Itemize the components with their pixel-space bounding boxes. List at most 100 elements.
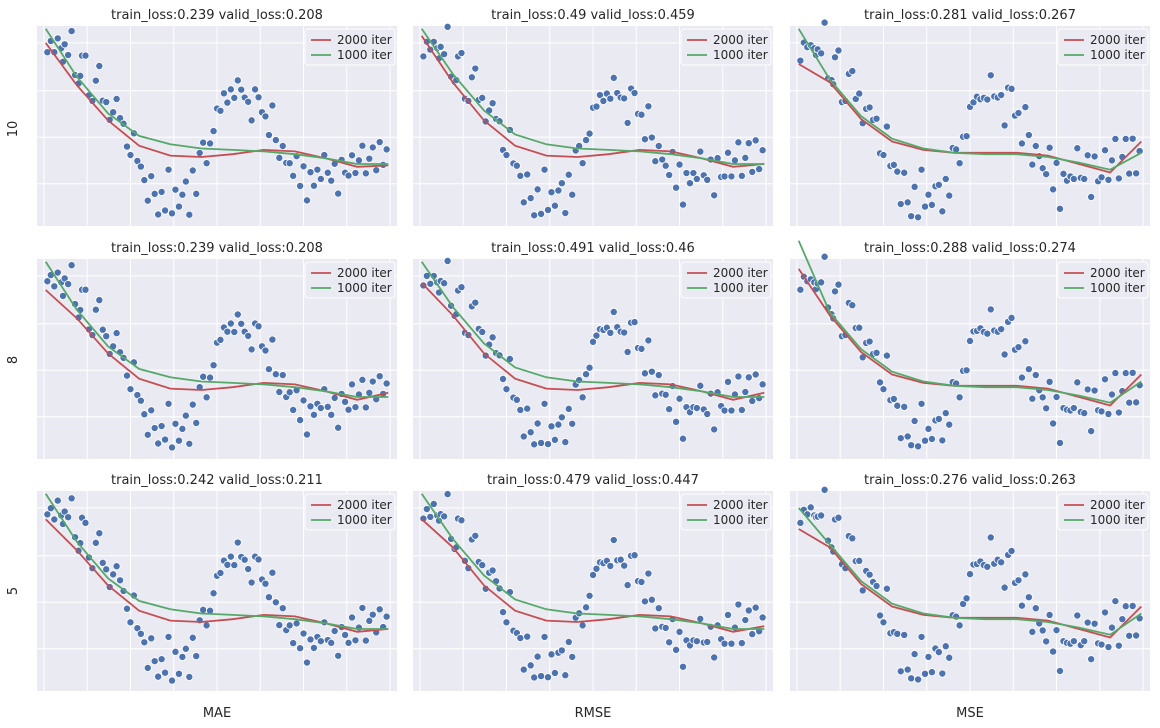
scatter-point (945, 653, 954, 662)
scatter-point (675, 160, 684, 169)
scatter-point (1049, 185, 1058, 194)
legend-box (680, 28, 772, 66)
scatter-point (457, 283, 466, 292)
series-line-1000-iter (797, 240, 1142, 404)
scatter-point (202, 159, 211, 168)
scatter-point (316, 174, 325, 183)
scatter-point (544, 205, 553, 214)
scatter-point (1090, 386, 1099, 395)
legend-box (1057, 261, 1149, 299)
scatter-point (938, 207, 947, 216)
panel-2: train_loss:0.49 valid_loss:0.459 2000 ite… (413, 8, 773, 226)
scatter-point (230, 327, 239, 336)
scatter-point (734, 372, 743, 381)
scatter-point (959, 599, 968, 608)
scatter-point (209, 589, 218, 598)
scatter-point (654, 141, 663, 150)
scatter-point (382, 145, 391, 154)
scatter-point (1101, 608, 1110, 617)
scatter-point (354, 156, 363, 165)
scatter-point (689, 169, 698, 178)
scatter-point (216, 568, 225, 577)
scatter-point (927, 434, 936, 443)
scatter-point (202, 621, 211, 630)
scatter-point (302, 196, 311, 205)
legend-label: 1000 iter (337, 281, 392, 295)
panel-title: train_loss:0.281 valid_loss:0.267 (864, 8, 1076, 23)
panel-8: train_loss:0.479 valid_loss:0.447 2000 it… (413, 473, 773, 691)
scatter-point (199, 372, 208, 381)
scatter-point (478, 327, 487, 336)
scatter-point (651, 157, 660, 166)
scatter-point (237, 85, 246, 94)
scatter-point (986, 533, 995, 542)
scatter-point (969, 98, 978, 107)
scatter-point (126, 618, 135, 627)
scatter-point (112, 329, 121, 338)
scatter-point (623, 581, 632, 590)
scatter-point (879, 385, 888, 394)
scatter-point (900, 168, 909, 177)
scatter-point (727, 406, 736, 415)
scatter-point (710, 425, 719, 434)
scatter-point (264, 365, 273, 374)
scatter-point (471, 531, 480, 540)
scatter-point (834, 46, 843, 55)
scatter-point (879, 151, 888, 160)
scatter-point (109, 570, 118, 579)
scatter-point (226, 85, 235, 94)
scatter-point (720, 639, 729, 648)
scatter-point (375, 605, 384, 614)
scatter-point (275, 153, 284, 162)
scatter-point (679, 200, 688, 209)
scatter-point (1114, 408, 1123, 417)
legend-box (680, 493, 772, 531)
scatter-point (1052, 393, 1061, 402)
scatter-point (429, 499, 438, 508)
scatter-point (150, 657, 159, 666)
scatter-point (426, 279, 435, 288)
scatter-point (167, 209, 176, 218)
scatter-point (502, 151, 511, 160)
scatter-point (443, 22, 452, 31)
scatter-point (1121, 602, 1130, 611)
scatter-point (81, 285, 90, 294)
series-line-1000-iter (44, 261, 389, 398)
scatter-point (488, 99, 497, 108)
scatter-point (1104, 409, 1113, 418)
scatter-point (907, 212, 916, 221)
scatter-point (161, 668, 170, 677)
scatter-point (1090, 619, 1099, 628)
scatter-point (1083, 385, 1092, 394)
scatter-point (751, 136, 760, 145)
scatter-point (907, 674, 916, 683)
scatter-point (526, 661, 535, 670)
scatter-point (81, 51, 90, 60)
scatter-point (640, 135, 649, 144)
scatter-point (289, 639, 298, 648)
scatter-point (334, 651, 343, 660)
scatter-point (945, 191, 954, 200)
scatter-point (192, 418, 201, 427)
scatter-point (306, 402, 315, 411)
scatter-point (174, 202, 183, 211)
scatter-point (1021, 570, 1030, 579)
scatter-point (467, 73, 476, 82)
scatter-point (997, 325, 1006, 334)
scatter-point (275, 387, 284, 396)
scatter-point (1049, 419, 1058, 428)
scatter-point (347, 613, 356, 622)
scatter-point (630, 318, 639, 327)
scatter-point (758, 146, 767, 155)
scatter-point (361, 636, 370, 645)
row-labels: 10 8 5 (6, 121, 21, 595)
scatter-point (616, 555, 625, 564)
scatter-point (512, 161, 521, 170)
scatter-point (157, 422, 166, 431)
scatter-point (341, 397, 350, 406)
scatter-point (289, 171, 298, 180)
scatter-point (488, 333, 497, 342)
scatter-point (983, 562, 992, 571)
scatter-point (644, 569, 653, 578)
scatter-point (1056, 667, 1065, 676)
